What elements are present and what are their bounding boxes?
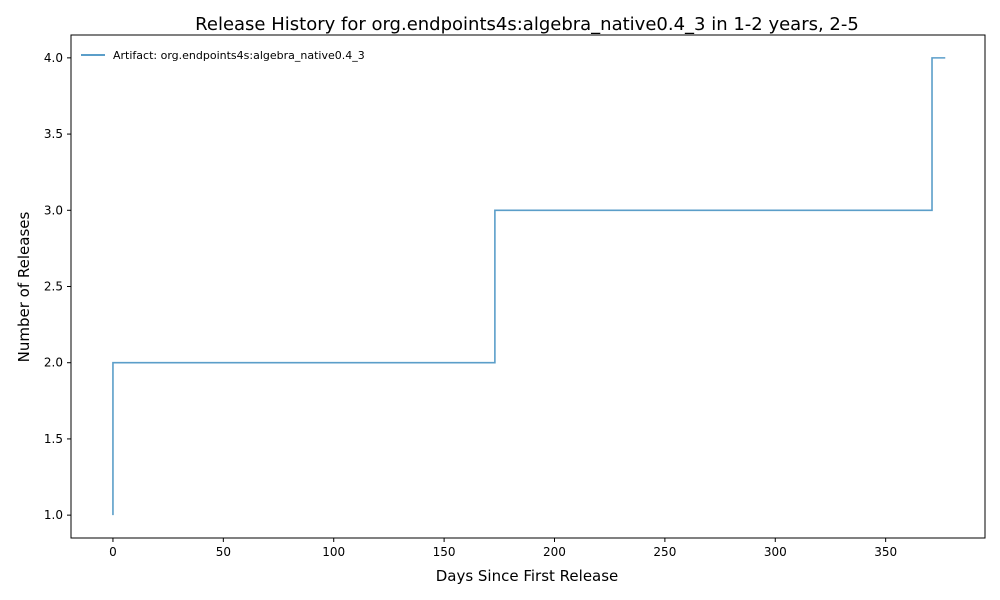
y-tick-label: 1.0: [44, 508, 63, 522]
x-tick-label: 300: [764, 545, 787, 559]
x-tick-label: 350: [874, 545, 897, 559]
x-tick-label: 250: [653, 545, 676, 559]
y-axis: 1.0 1.5 2.0 2.5 3.0 3.5 4.0: [44, 51, 71, 522]
x-tick-label: 100: [322, 545, 345, 559]
x-axis-label: Days Since First Release: [436, 567, 619, 585]
legend: Artifact: org.endpoints4s:algebra_native…: [81, 49, 365, 62]
plot-frame: [70, 34, 986, 539]
x-tick-label: 50: [216, 545, 231, 559]
x-tick-label: 150: [433, 545, 456, 559]
legend-label: Artifact: org.endpoints4s:algebra_native…: [113, 49, 365, 62]
series-line: [112, 57, 946, 516]
chart-title: Release History for org.endpoints4s:alge…: [195, 14, 859, 35]
y-tick-label: 2.0: [44, 356, 63, 370]
y-tick-label: 2.5: [44, 280, 63, 294]
x-tick-label: 0: [109, 545, 117, 559]
y-tick-label: 3.5: [44, 127, 63, 141]
y-tick-label: 3.0: [44, 203, 63, 217]
y-axis-label: Number of Releases: [15, 211, 33, 362]
y-tick-label: 4.0: [44, 51, 63, 65]
y-tick-label: 1.5: [44, 432, 63, 446]
x-tick-label: 200: [543, 545, 566, 559]
x-axis: 0 50 100 150 200 250 300 350: [109, 538, 897, 559]
series-layer: [112, 57, 946, 516]
